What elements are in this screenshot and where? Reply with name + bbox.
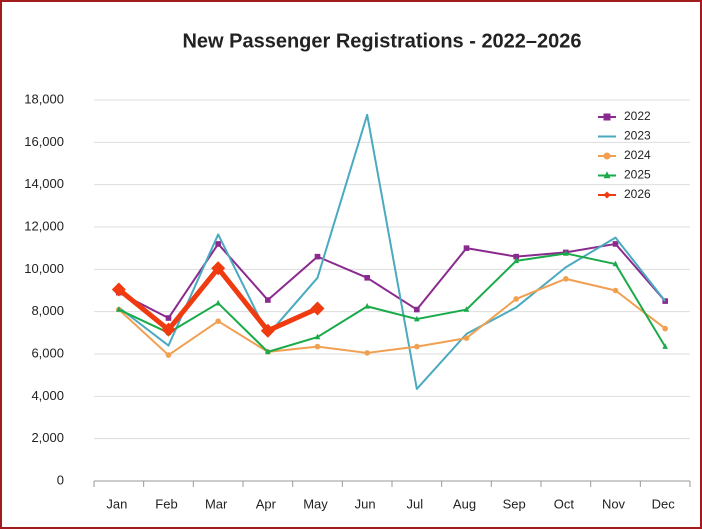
y-tick-label: 14,000 (24, 176, 64, 191)
data-point (260, 323, 275, 338)
data-point (612, 241, 619, 247)
data-point (364, 303, 370, 309)
x-tick-label: Jul (407, 496, 424, 511)
legend-marker (603, 171, 611, 179)
data-point (364, 275, 370, 281)
x-tick-label: Dec (652, 496, 676, 511)
data-point (215, 299, 221, 306)
data-point (364, 350, 370, 356)
data-point (463, 245, 470, 251)
data-point (563, 276, 569, 282)
data-point (314, 343, 321, 350)
data-point (165, 352, 172, 358)
x-tick-label: Jun (355, 496, 376, 511)
data-point (612, 260, 619, 267)
y-tick-label: 18,000 (24, 91, 64, 106)
data-point (310, 301, 325, 316)
data-point (414, 343, 420, 350)
data-point (161, 322, 176, 337)
data-point (662, 325, 668, 332)
data-point (662, 343, 668, 349)
data-point (165, 315, 172, 321)
x-tick-label: Nov (602, 496, 626, 511)
legend-marker (603, 152, 611, 160)
y-tick-label: 6,000 (31, 345, 64, 360)
x-tick-label: Oct (554, 496, 575, 511)
series-line (118, 242, 666, 320)
legend-label: 2025 (624, 168, 651, 182)
y-tick-label: 8,000 (31, 303, 64, 318)
data-point (513, 253, 519, 260)
data-point (314, 253, 321, 260)
data-point (463, 335, 470, 341)
data-point (513, 296, 519, 302)
data-point (414, 315, 420, 322)
y-tick-label: 16,000 (24, 134, 64, 149)
data-point (215, 241, 221, 247)
data-point (314, 333, 321, 340)
x-tick-label: Feb (155, 496, 177, 511)
legend-label: 2023 (624, 129, 651, 143)
legend-marker (603, 191, 611, 199)
data-point (111, 282, 126, 297)
data-point (513, 257, 519, 264)
data-point (265, 297, 271, 303)
y-tick-label: 12,000 (24, 218, 64, 233)
legend-label: 2022 (624, 109, 651, 123)
data-point (265, 348, 271, 355)
series-line (118, 252, 667, 353)
x-tick-label: Mar (205, 496, 228, 511)
y-tick-label: 2,000 (31, 430, 64, 445)
x-tick-label: Jan (106, 496, 127, 511)
data-point (414, 306, 420, 313)
x-tick-label: Aug (453, 496, 476, 511)
legend-label: 2024 (624, 148, 651, 162)
data-point (612, 287, 619, 294)
x-tick-label: Apr (256, 496, 277, 511)
data-point (211, 261, 226, 276)
x-tick-label: Sep (503, 496, 526, 511)
y-tick-label: 4,000 (31, 388, 64, 403)
data-point (463, 306, 470, 312)
chart-title: New Passenger Registrations - 2022–2026 (182, 30, 581, 52)
data-point (563, 250, 569, 256)
y-tick-label: 0 (57, 472, 64, 487)
x-tick-label: May (303, 496, 328, 511)
legend-marker (603, 113, 611, 121)
series-line (118, 277, 666, 357)
data-point (116, 306, 122, 312)
y-tick-label: 10,000 (24, 261, 64, 276)
data-point (215, 318, 221, 324)
series-line (118, 113, 666, 390)
legend-label: 2026 (624, 187, 651, 201)
